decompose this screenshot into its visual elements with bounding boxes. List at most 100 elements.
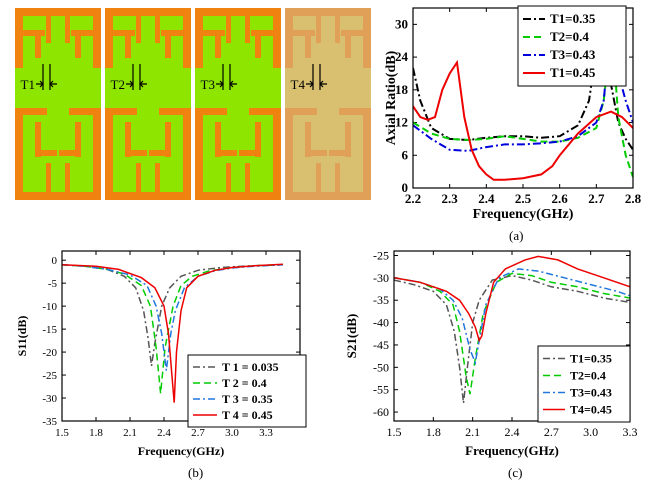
patch-strip	[195, 108, 227, 115]
series-line	[394, 272, 630, 395]
patch-strip	[251, 30, 273, 36]
y-tick-label: -25	[373, 248, 389, 262]
patch-strip	[113, 30, 135, 36]
patch-strip	[105, 108, 113, 200]
patch-strip	[195, 108, 203, 200]
y-tick-label: -10	[42, 301, 57, 313]
patch-strip	[71, 30, 93, 36]
patch-strip	[316, 163, 321, 193]
patch-strip	[345, 30, 351, 58]
x-tick-label: 1.8	[89, 427, 103, 439]
x-axis-label: Frequency(GHz)	[138, 444, 224, 458]
patch-strip	[125, 122, 131, 157]
x-tick-label: 2.1	[465, 425, 480, 439]
series-line	[394, 268, 630, 366]
patch-strip	[316, 8, 321, 43]
patch-strip	[165, 30, 171, 58]
plot-frame	[61, 250, 301, 422]
x-tick-label: 3.3	[623, 425, 638, 439]
arrow-icon	[319, 80, 327, 88]
patch-strip	[161, 30, 183, 36]
patch-strip	[136, 8, 141, 43]
patch-strip	[195, 8, 203, 68]
patch-layouts: T1 T2 T3 T4	[15, 8, 371, 200]
arrow-icon	[126, 80, 134, 88]
patch-strip	[155, 163, 160, 193]
y-tick-label: 18	[395, 82, 409, 97]
patch-strip	[245, 8, 250, 43]
patch-strip	[249, 108, 281, 115]
y-axis-label: S21(dB)	[344, 314, 359, 359]
y-tick-label: -50	[373, 360, 389, 374]
arrow-icon	[49, 80, 57, 88]
y-tick-label: -35	[373, 293, 389, 307]
series-line	[394, 255, 630, 343]
x-axis-label: Frequency(GHz)	[465, 443, 559, 458]
x-tick-label: 2.4	[478, 191, 495, 206]
patch-strip	[105, 8, 113, 68]
patch-strip	[329, 150, 351, 156]
patch-strip	[363, 8, 371, 68]
patch-strip	[69, 108, 101, 115]
legend-label: T3=0.43	[570, 386, 612, 400]
patch-strip	[285, 192, 371, 200]
patch-strip	[239, 150, 261, 156]
patch-substrate	[195, 8, 281, 200]
y-tick-label: -60	[373, 405, 389, 419]
legend-label: T1=0.45	[550, 65, 596, 80]
patch-strip	[15, 192, 101, 200]
legend-label: T 3 = 0.35	[222, 392, 273, 406]
patch-strip	[285, 8, 371, 16]
patch-strip	[35, 122, 41, 157]
patch-strip	[255, 30, 261, 58]
x-tick-label: 3.0	[225, 427, 239, 439]
y-tick-label: 0	[402, 180, 409, 195]
y-tick-label: 6	[402, 147, 409, 162]
caption-a: (a)	[509, 228, 524, 243]
patch-substrate	[285, 8, 371, 200]
x-tick-label: 2.7	[544, 425, 559, 439]
patch-strip	[341, 30, 363, 36]
arrow-icon	[139, 80, 147, 88]
x-axis-label: Frequency(GHz)	[473, 207, 574, 222]
patch-strip	[59, 150, 81, 156]
legend-label: T2=0.4	[570, 369, 606, 383]
series-line	[62, 264, 284, 367]
patch-substrate	[15, 8, 101, 200]
patch-strip	[23, 30, 45, 36]
patch-strip	[273, 108, 281, 200]
patch-strip	[136, 163, 141, 193]
caption-b: (b)	[188, 465, 204, 480]
patch-strip	[93, 8, 101, 68]
patch-strip	[226, 163, 231, 193]
s11-chart: 1.5 1.8 2.1 2.4 2.7 3.0 3.3 0 -5 -10 -15 -20 -25 -30 -…	[15, 250, 307, 458]
caption-c: (c)	[508, 465, 523, 480]
patch-strip	[15, 8, 101, 16]
x-tick-label: 1.8	[426, 425, 441, 439]
series-line	[62, 263, 284, 403]
patch-strip	[125, 30, 131, 58]
patch-strip	[125, 150, 147, 156]
patch-strip	[159, 108, 191, 115]
series-line	[413, 59, 633, 181]
patch-strip	[285, 108, 293, 200]
patch-strip	[155, 8, 160, 43]
patch-label: T2	[111, 77, 125, 92]
patch-strip	[149, 150, 171, 156]
patch-strip	[305, 150, 327, 156]
patch-strip	[305, 122, 311, 157]
patch-strip	[195, 192, 281, 200]
patch-strip	[35, 30, 41, 58]
patch-4: T4	[285, 8, 371, 200]
patch-3: T3	[195, 8, 281, 200]
patch-strip	[75, 122, 81, 157]
patch-strip	[285, 8, 293, 68]
patch-strip	[335, 8, 340, 43]
patch-strip	[183, 108, 191, 200]
legend-label: T1=0.35	[550, 11, 596, 26]
y-tick-label: -25	[42, 370, 57, 382]
patch-strip	[105, 108, 137, 115]
y-tick-label: -20	[42, 347, 57, 359]
patch-strip	[339, 108, 371, 115]
y-tick-label: -55	[373, 383, 389, 397]
